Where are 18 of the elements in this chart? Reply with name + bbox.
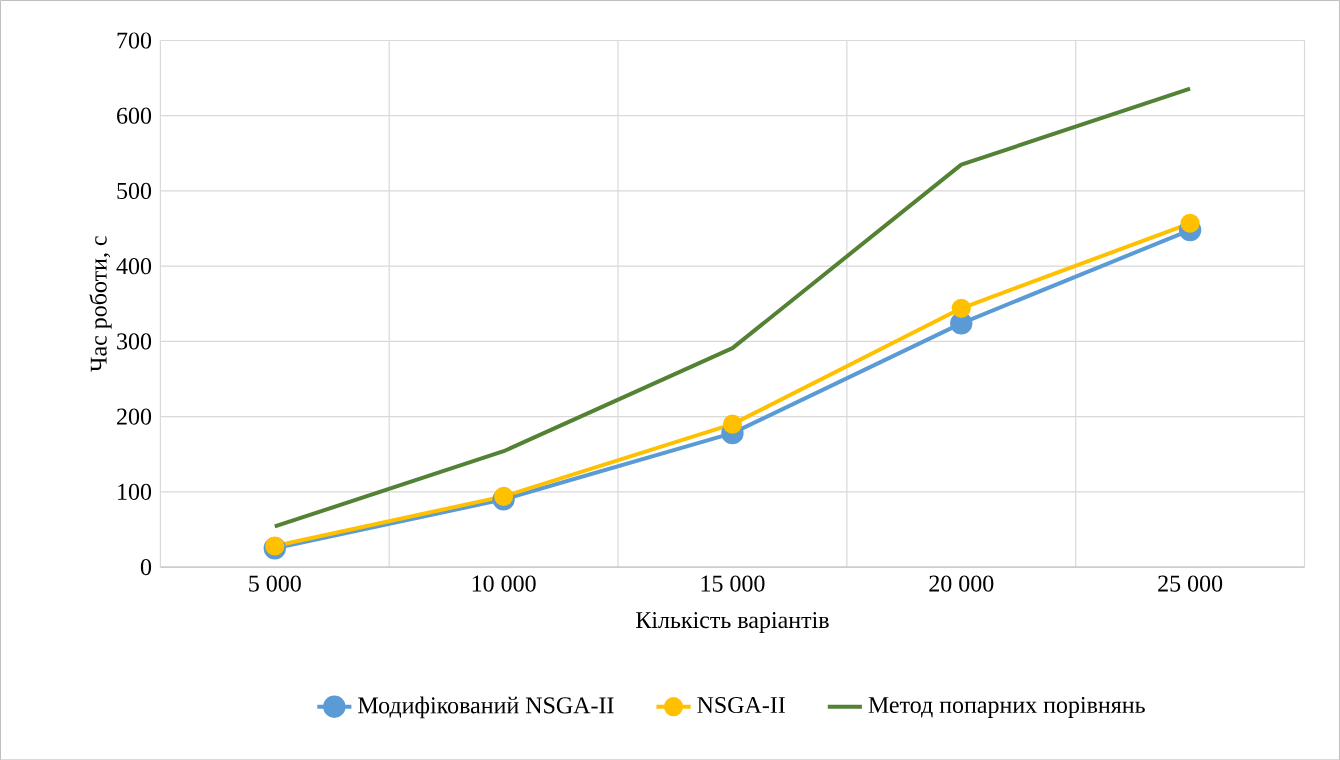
- x-tick-label: 10 000: [472, 575, 536, 592]
- x-tick-label: 5 000: [249, 575, 301, 592]
- y-tick-label: 500: [117, 182, 152, 199]
- legend-label: NSGA-II: [697, 696, 785, 713]
- y-tick-label: 300: [117, 333, 152, 350]
- legend-label: Метод попарних порівнянь: [868, 696, 1145, 718]
- y-tick-label: 600: [117, 107, 152, 124]
- legend-label: Модифікований NSGA-II: [358, 696, 614, 719]
- x-tick-label: 15 000: [701, 575, 765, 592]
- y-axis-title: Час роботи, с: [89, 235, 112, 372]
- y-tick-label: 200: [117, 408, 152, 425]
- y-tick-label: 400: [116, 257, 152, 275]
- y-tick-label: 0: [140, 558, 152, 575]
- x-axis-title: Кількість варіантів: [636, 611, 829, 633]
- y-tick-label: 100: [118, 483, 152, 500]
- x-tick-label: 25 000: [1158, 575, 1223, 592]
- y-tick-label: 700: [117, 32, 152, 49]
- x-tick-label: 20 000: [929, 575, 994, 592]
